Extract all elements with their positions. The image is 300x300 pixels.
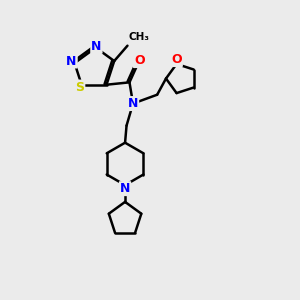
Text: S: S xyxy=(75,81,84,94)
Text: N: N xyxy=(91,40,102,53)
Text: O: O xyxy=(171,53,182,66)
Text: CH₃: CH₃ xyxy=(129,32,150,42)
Text: N: N xyxy=(120,182,130,195)
Text: N: N xyxy=(128,97,138,110)
Text: O: O xyxy=(134,54,145,67)
Text: N: N xyxy=(66,55,77,68)
